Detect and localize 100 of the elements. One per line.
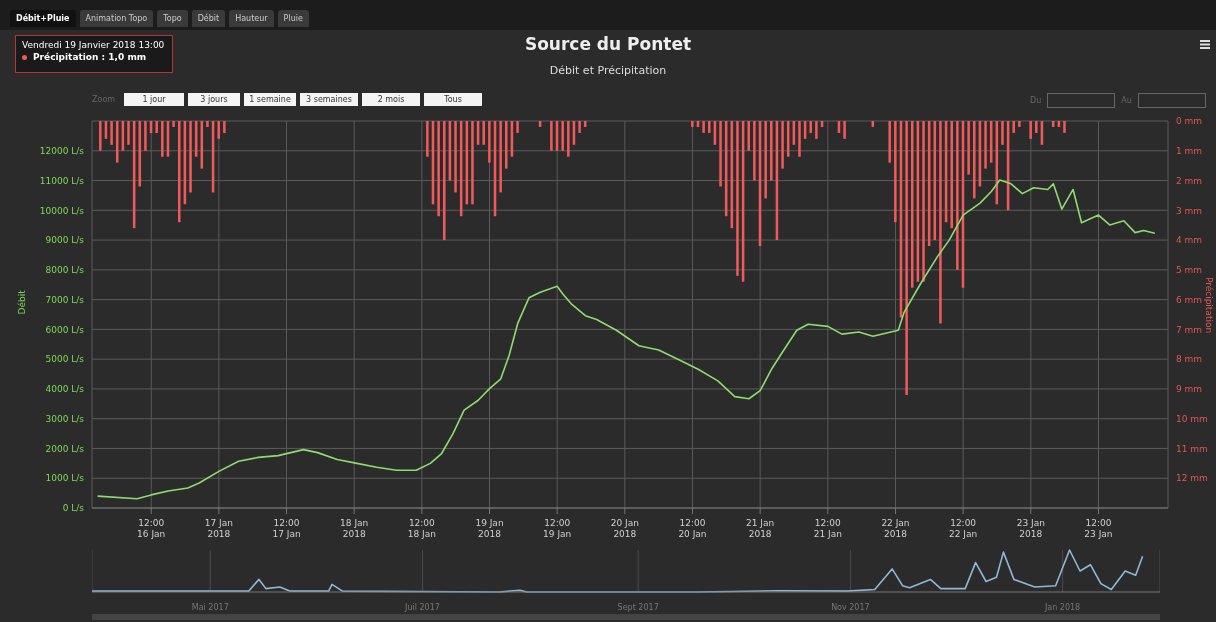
bar	[905, 121, 908, 395]
y-axis-title: Débit	[17, 289, 28, 315]
bar	[747, 121, 750, 151]
x-tick-label: 20 Jan 2018	[610, 518, 639, 539]
bar	[691, 121, 694, 127]
bar	[1001, 121, 1004, 145]
y-tick-label: 4000 L/s	[45, 384, 85, 395]
y-tick-label: 11000 L/s	[39, 175, 85, 186]
line-series	[96, 179, 1156, 500]
y2-tick-label: 3 mm	[1176, 205, 1203, 216]
bar	[99, 121, 102, 151]
bar	[442, 121, 446, 241]
bar	[144, 121, 147, 151]
y2-tick-label: 9 mm	[1176, 384, 1203, 395]
bar	[206, 121, 209, 127]
y2-tick-label: 10 mm	[1176, 413, 1208, 424]
bar	[155, 121, 158, 133]
text: Précipitation : 1,0 mm	[32, 52, 148, 62]
y2-tick-label: 0 mm	[1176, 116, 1203, 127]
bar	[843, 121, 846, 139]
bar	[482, 121, 485, 145]
bar	[770, 121, 773, 181]
y-tick-label: 5000 L/s	[45, 354, 85, 365]
x-tick-label: 12:00 20 Jan	[678, 518, 707, 539]
y-tick-label: 8000 L/s	[45, 265, 85, 276]
x-tick-label: 12:00 23 Jan	[1084, 518, 1113, 539]
bar	[110, 121, 113, 145]
text: Topo	[157, 10, 188, 27]
bar	[939, 121, 942, 324]
x-tick-label: Mai 2017	[191, 603, 229, 612]
bar	[516, 121, 519, 133]
bar	[578, 121, 581, 133]
y2-tick-label: 8 mm	[1176, 354, 1203, 365]
bar	[561, 121, 564, 151]
bar	[217, 121, 220, 139]
y2-tick-label: 1 mm	[1176, 145, 1203, 156]
x-tick-label: Sept 2017	[617, 603, 659, 612]
x-tick-label: 12:00 19 Jan	[543, 518, 572, 539]
y-tick-label: 6000 L/s	[45, 324, 85, 335]
y-tick-label: 2000 L/s	[45, 443, 85, 454]
bar	[910, 121, 914, 288]
bar	[550, 121, 553, 151]
text: 3 jours	[188, 93, 240, 106]
x-tick-label: 18 Jan 2018	[340, 518, 369, 539]
text: Du	[1030, 96, 1042, 105]
bar	[1018, 121, 1021, 127]
x-tick-label: Nov 2017	[831, 603, 870, 612]
chart-subtitle: Débit et Précipitation	[548, 64, 668, 77]
bar	[888, 121, 891, 163]
bar	[798, 121, 801, 157]
bar	[127, 121, 130, 145]
bar	[115, 121, 119, 163]
y-tick-label: 10000 L/s	[39, 205, 85, 216]
bar	[894, 121, 897, 223]
y2-tick-label: 7 mm	[1176, 324, 1203, 335]
bar	[984, 121, 987, 169]
text: Vendredi 19 Janvier 2018 13:00	[22, 40, 166, 50]
text: Hauteur	[229, 10, 274, 27]
x-tick-label: Juil 2017	[404, 603, 440, 612]
y-tick-label: 1000 L/s	[45, 473, 85, 484]
x-tick-label: 12:00 17 Jan	[272, 518, 301, 539]
bar	[172, 121, 175, 127]
text: Pluie	[277, 10, 309, 27]
y-tick-label: 12000 L/s	[39, 145, 85, 156]
bar	[161, 121, 164, 157]
bar	[708, 121, 711, 133]
bar	[505, 121, 508, 169]
bar	[189, 121, 192, 193]
y2-tick-label: 5 mm	[1176, 265, 1203, 276]
x-tick-label: 12:00 16 Jan	[137, 518, 166, 539]
x-tick-label: 12:00 21 Jan	[813, 518, 842, 539]
bar	[223, 121, 226, 133]
bar	[1029, 121, 1032, 139]
text: 1 jour	[124, 93, 184, 106]
text: 2 mois	[362, 93, 420, 106]
x-tick-label: 12:00 22 Jan	[949, 518, 978, 539]
bar	[781, 121, 784, 169]
bar	[815, 121, 818, 139]
bar	[426, 121, 429, 157]
y-tick-label: 7000 L/s	[45, 294, 85, 305]
bar	[809, 121, 813, 133]
x-tick-label: Jan 2018	[1043, 603, 1081, 612]
y2-tick-label: 4 mm	[1176, 235, 1203, 246]
text: Débit	[191, 10, 226, 27]
y-tick-label: 3000 L/s	[45, 413, 85, 424]
x-tick-label: 17 Jan 2018	[204, 518, 233, 539]
bar	[736, 121, 739, 276]
bar	[753, 121, 756, 181]
bar	[719, 121, 722, 187]
text: Débit+Pluie	[10, 10, 76, 27]
bar	[950, 121, 953, 229]
y-tick-label: 0 L/s	[62, 503, 85, 514]
x-tick-label: 21 Jan 2018	[746, 518, 775, 539]
text: Animation Topo	[79, 10, 154, 27]
bar	[764, 121, 767, 199]
x-tick-label: 22 Jan 2018	[881, 518, 910, 539]
bar	[1012, 121, 1016, 133]
y2-tick-label: 12 mm	[1176, 473, 1208, 484]
bar	[702, 121, 705, 133]
bar	[567, 121, 570, 157]
